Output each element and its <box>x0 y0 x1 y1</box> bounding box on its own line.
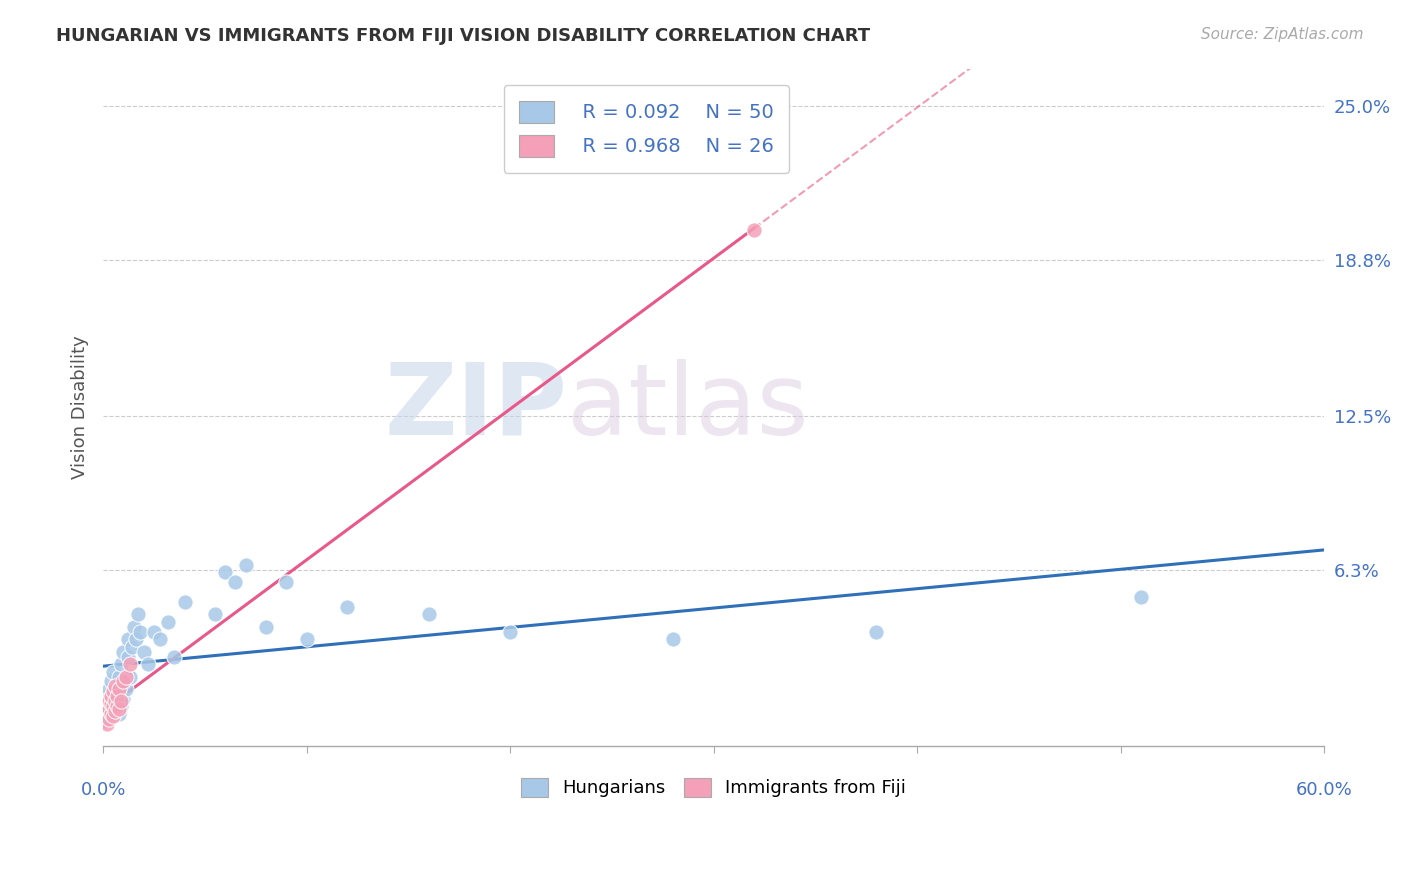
Text: ZIP: ZIP <box>384 359 567 456</box>
Point <box>105 680 128 694</box>
Point <box>163 649 186 664</box>
Point <box>336 600 359 615</box>
Point <box>418 607 440 622</box>
Point <box>110 699 132 714</box>
Point <box>98 694 121 708</box>
Point <box>127 607 149 622</box>
Point <box>103 684 125 698</box>
Point <box>103 697 125 711</box>
Point <box>108 702 131 716</box>
Point <box>204 607 226 622</box>
Point <box>118 669 141 683</box>
Point <box>499 624 522 639</box>
Point <box>108 669 131 683</box>
Point <box>112 674 135 689</box>
Point <box>94 694 117 708</box>
Point <box>128 624 150 639</box>
Point <box>742 223 765 237</box>
Legend: Hungarians, Immigrants from Fiji: Hungarians, Immigrants from Fiji <box>513 771 914 805</box>
Point <box>1129 590 1152 604</box>
Point <box>103 665 125 679</box>
Point <box>118 657 141 671</box>
Point <box>98 699 121 714</box>
Point <box>117 632 139 647</box>
Point <box>96 716 118 731</box>
Point <box>114 669 136 683</box>
Point <box>121 640 143 654</box>
Point <box>295 632 318 647</box>
Point <box>125 632 148 647</box>
Point <box>103 709 125 723</box>
Point <box>96 699 118 714</box>
Point <box>157 615 180 629</box>
Point <box>254 620 277 634</box>
Text: Source: ZipAtlas.com: Source: ZipAtlas.com <box>1201 27 1364 42</box>
Point <box>122 620 145 634</box>
Point <box>235 558 257 572</box>
Point <box>94 714 117 728</box>
Point <box>865 624 887 639</box>
Point <box>662 632 685 647</box>
Point <box>103 699 125 714</box>
Point <box>98 712 121 726</box>
Point <box>143 624 166 639</box>
Point <box>112 691 135 706</box>
Point <box>96 706 118 721</box>
Point <box>100 697 122 711</box>
Point <box>117 649 139 664</box>
Text: atlas: atlas <box>567 359 808 456</box>
Point <box>100 690 122 704</box>
Point <box>94 709 117 723</box>
Point <box>105 699 128 714</box>
Point <box>132 645 155 659</box>
Point <box>114 681 136 696</box>
Point <box>105 690 128 704</box>
Point <box>104 680 127 694</box>
Point <box>108 681 131 696</box>
Point <box>105 694 128 708</box>
Point <box>173 595 195 609</box>
Point <box>98 681 121 696</box>
Point <box>224 575 246 590</box>
Point <box>110 657 132 671</box>
Point <box>112 645 135 659</box>
Point <box>136 657 159 671</box>
Point <box>96 690 118 704</box>
Text: 0.0%: 0.0% <box>80 780 125 798</box>
Point <box>214 566 236 580</box>
Y-axis label: Vision Disability: Vision Disability <box>72 335 89 479</box>
Point <box>108 706 131 721</box>
Point <box>149 632 172 647</box>
Point <box>96 706 118 721</box>
Point <box>100 674 122 689</box>
Point <box>98 702 121 716</box>
Point <box>110 694 132 708</box>
Point <box>104 694 127 708</box>
Text: 60.0%: 60.0% <box>1296 780 1353 798</box>
Point <box>98 712 121 726</box>
Point <box>100 706 122 721</box>
Point <box>100 704 122 718</box>
Point <box>104 702 127 716</box>
Point <box>103 709 125 723</box>
Point <box>104 687 127 701</box>
Point <box>276 575 298 590</box>
Text: HUNGARIAN VS IMMIGRANTS FROM FIJI VISION DISABILITY CORRELATION CHART: HUNGARIAN VS IMMIGRANTS FROM FIJI VISION… <box>56 27 870 45</box>
Point <box>104 704 127 718</box>
